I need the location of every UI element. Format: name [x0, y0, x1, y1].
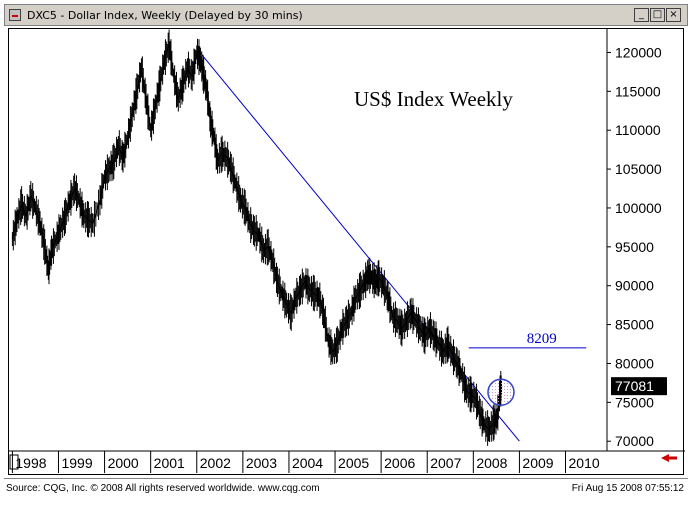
price-chart[interactable]: 120000 115000 110000 105000 100000 95000 90000… [9, 29, 685, 476]
x-tick-label: 2003 [246, 455, 277, 471]
level-line-label: 8209 [527, 331, 557, 347]
y-tick-label: 80000 [615, 355, 654, 371]
chart-area[interactable]: 120000 115000 110000 105000 100000 95000 90000… [8, 28, 685, 476]
title-bar[interactable]: DXC5 - Dollar Index, Weekly (Delayed by … [4, 4, 688, 26]
y-tick-label: 90000 [615, 278, 654, 294]
x-tick-label: 2007 [430, 455, 461, 471]
status-footer: Source: CQG, Inc. © 2008 All rights rese… [4, 478, 688, 500]
x-tick-label: 2008 [476, 455, 507, 471]
last-price-box [611, 377, 667, 396]
scroll-left-arrow-icon[interactable] [661, 454, 677, 462]
y-tick-label: 100000 [615, 200, 662, 216]
y-tick-label: 75000 [615, 394, 654, 410]
y-tick-label: 70000 [615, 433, 654, 449]
y-tick-label: 85000 [615, 317, 654, 333]
x-tick-label: 2005 [338, 455, 369, 471]
x-tick-label: 2010 [569, 455, 600, 471]
x-tick-label: 2000 [108, 455, 139, 471]
y-tick-label: 105000 [615, 161, 662, 177]
minimize-button[interactable]: _ [634, 8, 649, 22]
chart-title: US$ Index Weekly [354, 87, 513, 111]
y-tick-label: 120000 [615, 44, 662, 60]
close-button[interactable]: × [666, 8, 681, 22]
time-scroll-box[interactable] [9, 454, 19, 470]
x-tick-label: 2004 [292, 455, 323, 471]
x-tick-label: 1998 [15, 455, 46, 471]
highlight-circle [487, 378, 515, 406]
x-tick-label: 2009 [522, 455, 553, 471]
x-tick-label: 2002 [200, 455, 231, 471]
timestamp-text: Fri Aug 15 2008 07:55:12 [571, 483, 684, 494]
y-tick-label: 115000 [615, 83, 661, 99]
last-price-label: 77081 [615, 378, 654, 394]
maximize-button[interactable]: □ [650, 8, 665, 22]
x-tick-label: 1999 [61, 455, 92, 471]
y-tick-label: 110000 [615, 122, 661, 138]
source-text: Source: CQG, Inc. © 2008 All rights rese… [6, 483, 320, 494]
x-tick-label: 2006 [384, 455, 415, 471]
app-icon[interactable] [9, 9, 21, 21]
y-tick-label: 95000 [615, 239, 654, 255]
x-tick-label: 2001 [154, 455, 185, 471]
window-title: DXC5 - Dollar Index, Weekly (Delayed by … [27, 9, 303, 22]
